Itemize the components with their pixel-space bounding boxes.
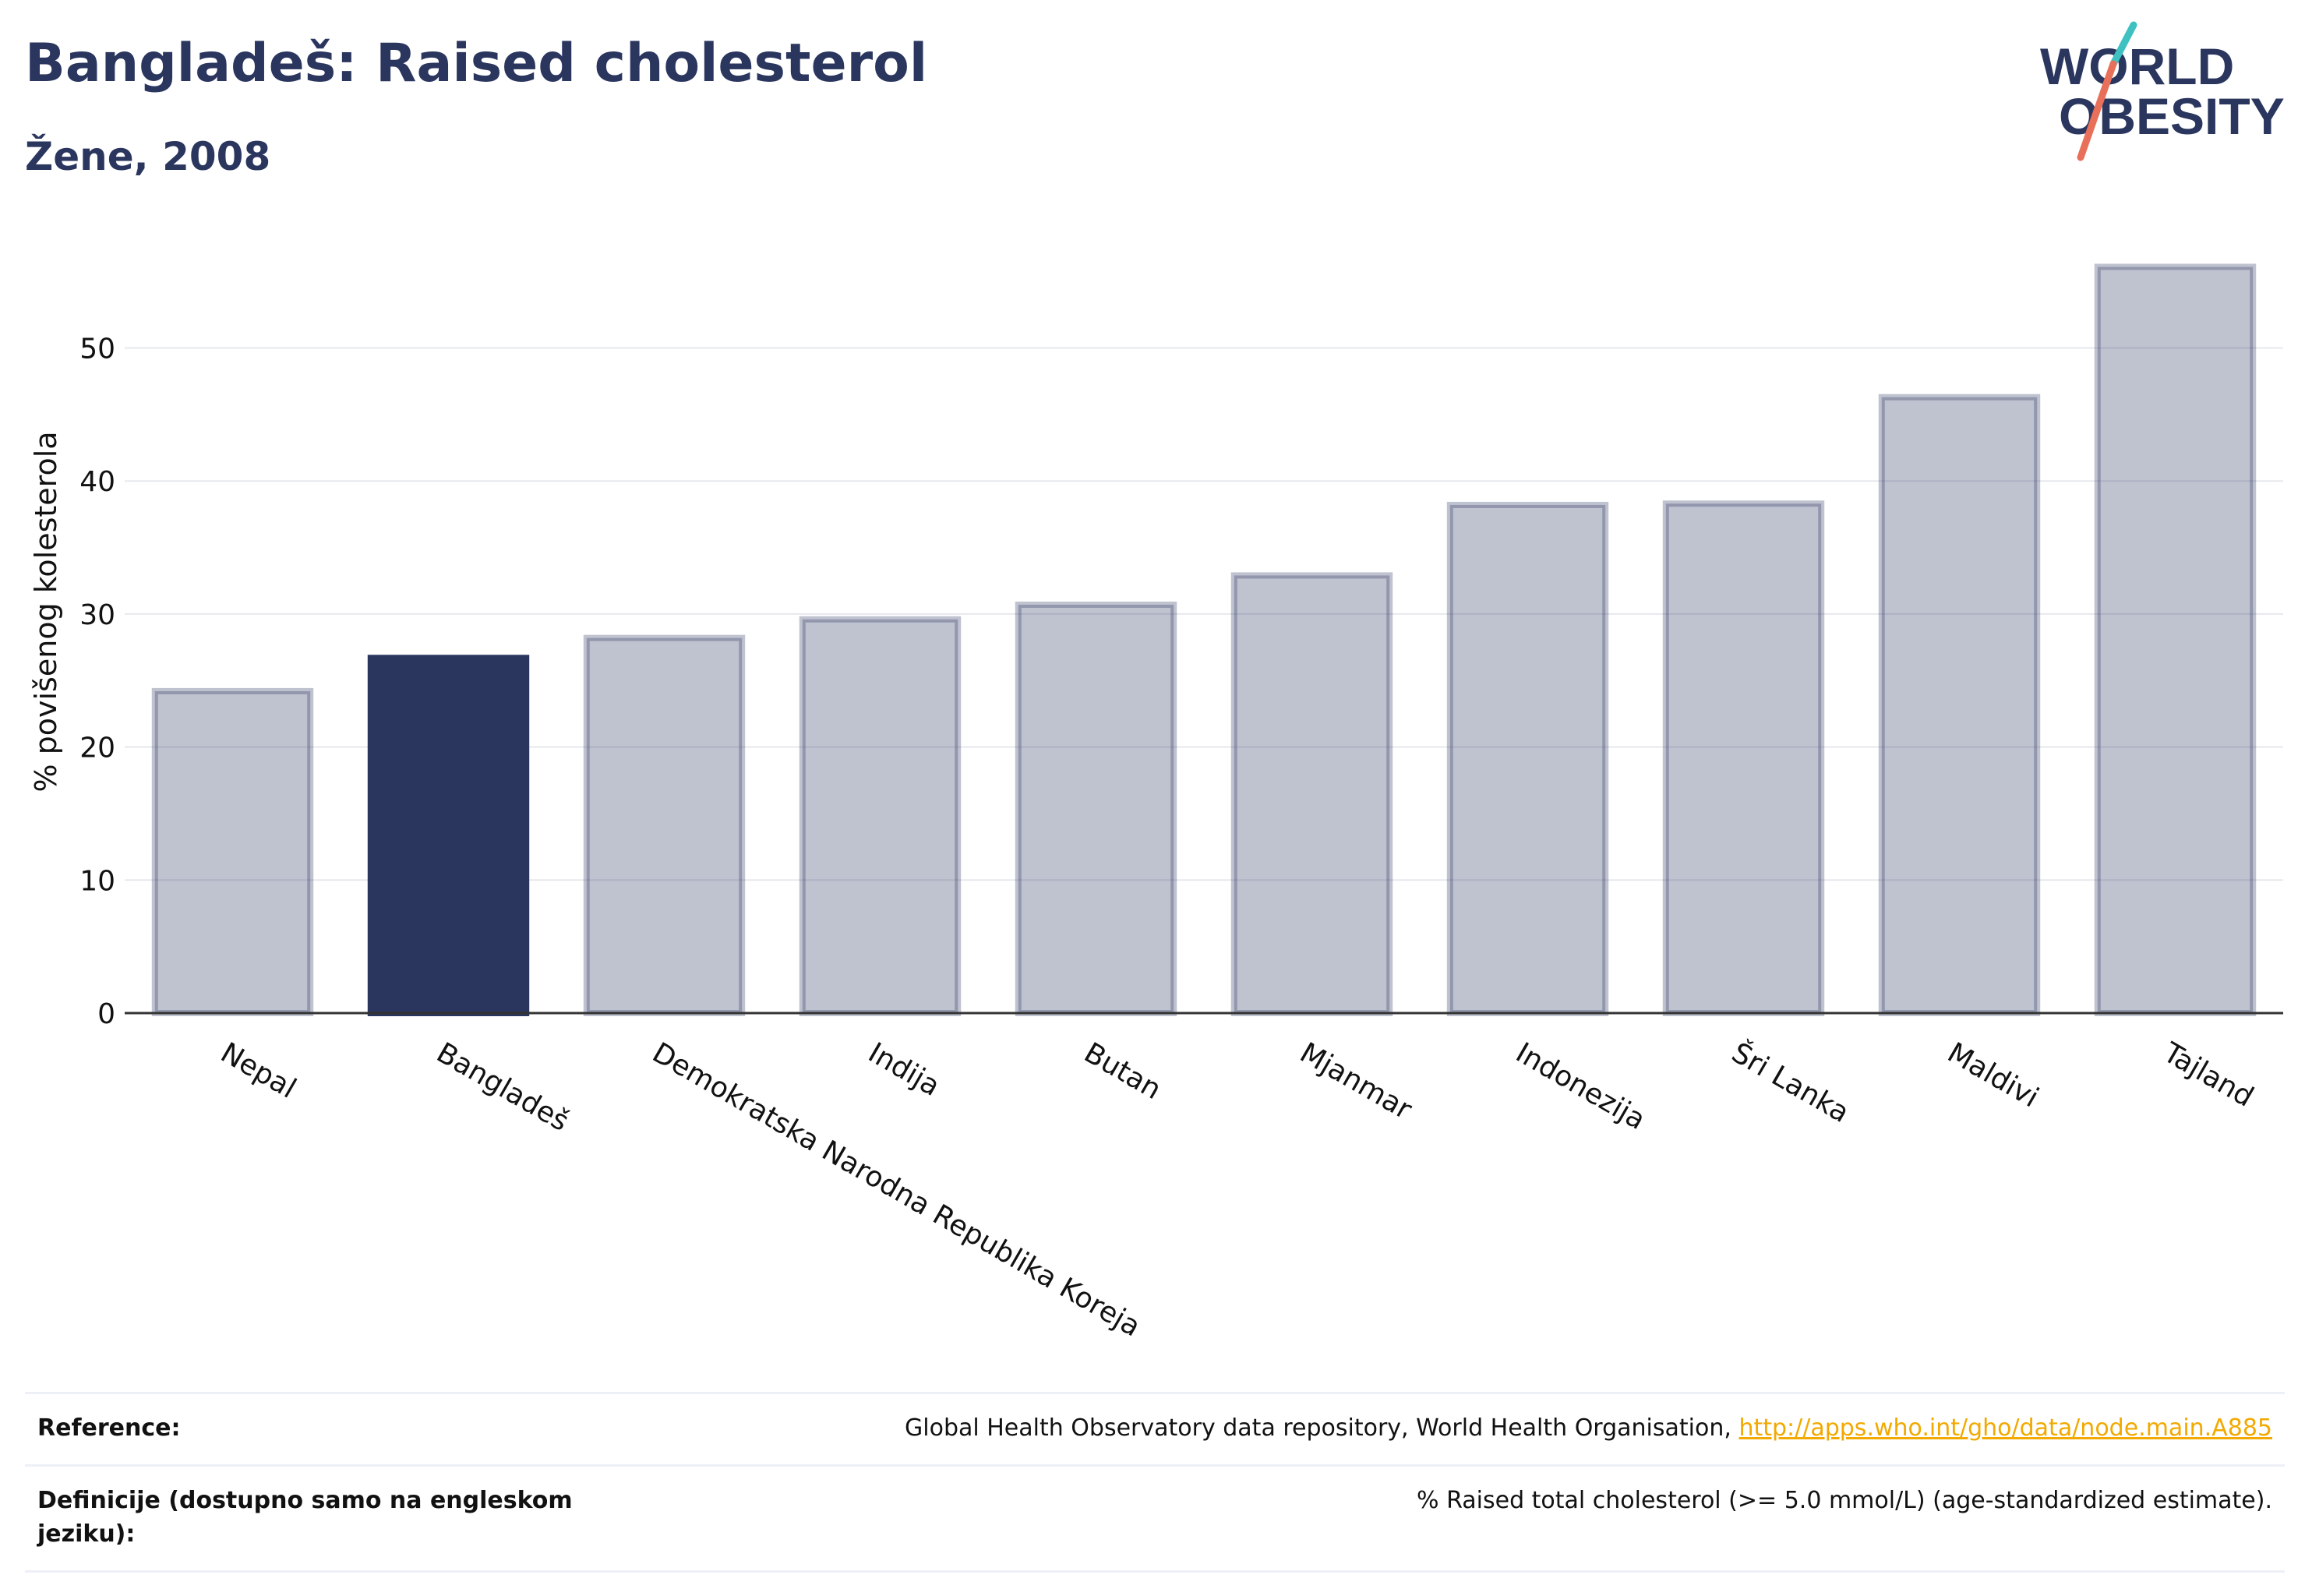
x-tick-label: Indonezija: [1510, 1036, 1650, 1136]
reference-link[interactable]: http://apps.who.int/gho/data/node.main.A…: [1738, 1414, 2272, 1442]
y-tick-label: 50: [79, 334, 115, 365]
x-tick-label: Indija: [863, 1036, 945, 1103]
logo-slash-coral: [2077, 60, 2117, 161]
bar: [1230, 572, 1393, 1016]
bar: [2094, 263, 2257, 1016]
reference-table: Reference: Global Health Observatory dat…: [25, 1392, 2285, 1573]
x-tick-label: Tajland: [2157, 1036, 2258, 1114]
definition-row: Definicije (dostupno samo na engleskom j…: [25, 1464, 2285, 1573]
bar: [1015, 601, 1177, 1016]
x-tick-label: Bangladeš: [431, 1036, 574, 1138]
reference-row: Reference: Global Health Observatory dat…: [25, 1392, 2285, 1464]
reference-text: Global Health Observatory data repositor…: [905, 1414, 1739, 1442]
grid-lines: [125, 347, 2283, 881]
definition-label: Definicije (dostupno samo na engleskom j…: [37, 1486, 573, 1548]
bar: [151, 687, 314, 1016]
x-tick-label: Šri Lanka: [1726, 1036, 1855, 1130]
logo-slash-teal: [2109, 21, 2137, 68]
reference-label: Reference:: [37, 1414, 181, 1442]
y-tick-label: 40: [79, 466, 115, 498]
x-tick-label: Maldivi: [1942, 1036, 2044, 1114]
definition-value: % Raised total cholesterol (>= 5.0 mmol/…: [1417, 1486, 2272, 1514]
reference-value: Global Health Observatory data repositor…: [905, 1411, 2272, 1446]
world-obesity-logo: WORLD OBESITY: [2040, 21, 2285, 161]
y-tick-labels: 0 10 20 30 40 50: [79, 334, 115, 1030]
y-tick-label: 20: [79, 733, 115, 764]
x-tick-label: Mjanmar: [1294, 1036, 1417, 1126]
x-tick-label: Butan: [1078, 1036, 1167, 1106]
bars: [151, 263, 2257, 1016]
x-tick-label: Nepal: [215, 1036, 302, 1105]
bar-highlighted: [367, 655, 530, 1016]
y-axis-label: % povišenog kolesterola: [29, 431, 63, 792]
y-tick-label: 30: [79, 599, 115, 631]
x-tick-labels: Nepal Bangladeš Demokratska Narodna Republ…: [215, 1036, 2258, 1344]
y-tick-label: 10: [79, 865, 115, 897]
logo-line1: WORLD: [2040, 37, 2234, 95]
bar: [583, 634, 746, 1016]
chart-subtitle: Žene, 2008: [25, 134, 271, 179]
chart-title: Bangladeš: Raised cholesterol: [25, 33, 928, 94]
bar: [1446, 501, 1609, 1016]
bar: [1662, 500, 1825, 1016]
y-tick-label: 0: [97, 998, 115, 1030]
bar: [799, 616, 962, 1016]
bar: [1878, 394, 2041, 1016]
